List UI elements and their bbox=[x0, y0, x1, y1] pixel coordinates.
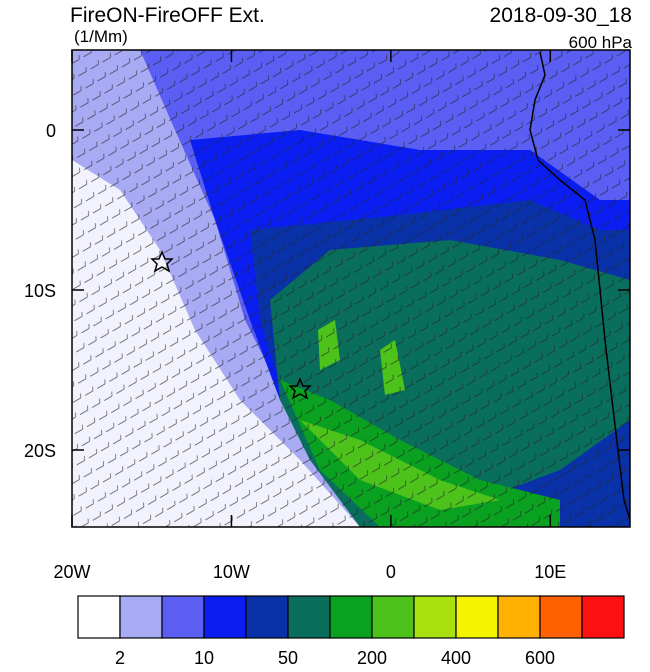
colorbar-swatch bbox=[287, 595, 331, 639]
plot-frame bbox=[71, 49, 631, 528]
x-tick-label: 0 bbox=[386, 562, 396, 582]
x-tick-label: 10E bbox=[534, 562, 566, 582]
x-tick-label: 20W bbox=[53, 562, 90, 582]
colorbar-label: 2 bbox=[115, 648, 125, 667]
y-tick-label: 0 bbox=[46, 121, 56, 141]
level: 600 hPa bbox=[569, 33, 633, 52]
colorbar-swatch bbox=[455, 595, 499, 639]
colorbar-swatch bbox=[329, 595, 373, 639]
y-tick-label: 20S bbox=[24, 441, 56, 461]
map-field bbox=[72, 50, 630, 527]
colorbar-swatch bbox=[371, 595, 415, 639]
colorbar-swatch bbox=[581, 595, 625, 639]
colorbar-label: 200 bbox=[357, 648, 387, 667]
colorbar-swatch bbox=[203, 595, 247, 639]
colorbar-swatch bbox=[119, 595, 163, 639]
colorbar-swatch bbox=[413, 595, 457, 639]
colorbar-swatch bbox=[497, 595, 541, 639]
y-tick-label: 10S bbox=[24, 281, 56, 301]
colorbar: 2 10 50 200 400 600 bbox=[77, 595, 625, 668]
x-tick-label: 10W bbox=[213, 562, 250, 582]
colorbar-label: 600 bbox=[525, 648, 555, 667]
units: (1/Mm) bbox=[74, 27, 128, 46]
colorbar-swatch bbox=[539, 595, 583, 639]
colorbar-swatch bbox=[77, 595, 121, 639]
site-marker bbox=[150, 250, 174, 273]
colorbar-label: 50 bbox=[278, 648, 298, 667]
site-marker bbox=[288, 377, 312, 400]
colorbar-label: 400 bbox=[441, 648, 471, 667]
coastline bbox=[529, 51, 630, 521]
colorbar-swatch bbox=[245, 595, 289, 639]
colorbar-label: 10 bbox=[194, 648, 214, 667]
axes: 20W 10W 0 10E 0 10S 20S bbox=[24, 50, 630, 582]
wind-barbs bbox=[72, 50, 630, 527]
date: 2018-09-30_18 bbox=[490, 4, 632, 27]
colorbar-swatch bbox=[161, 595, 205, 639]
title: FireON-FireOFF Ext. bbox=[70, 4, 265, 27]
